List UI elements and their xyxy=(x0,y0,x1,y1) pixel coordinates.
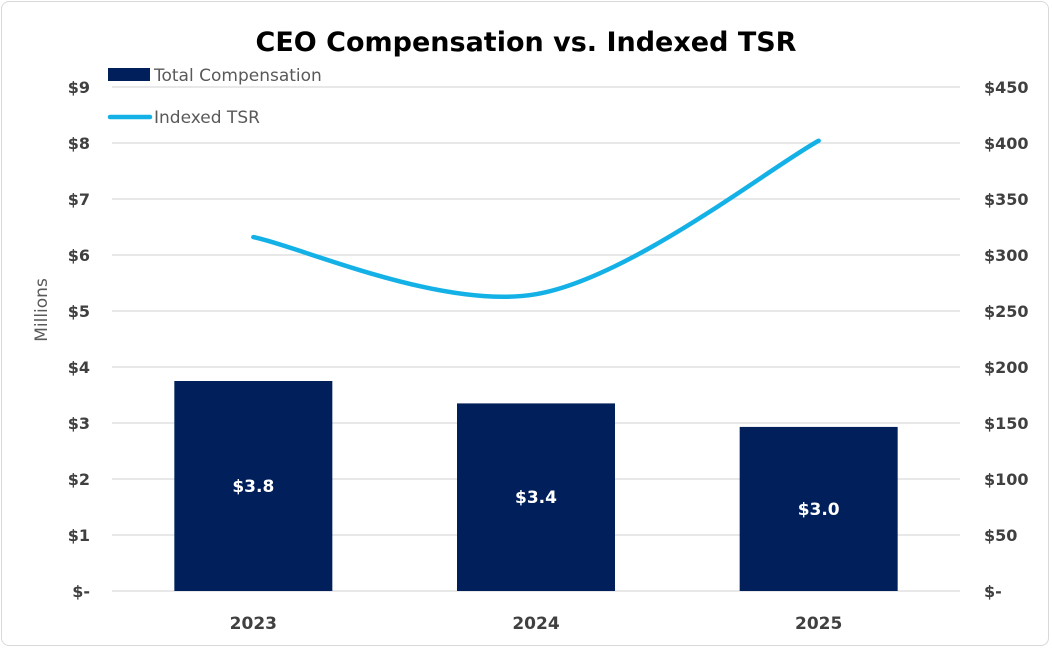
y-tick-label: $4 xyxy=(68,358,90,377)
y-tick-label: $7 xyxy=(68,190,90,209)
y2-tick-label: $100 xyxy=(984,470,1029,489)
bar xyxy=(457,403,615,591)
x-tick-label: 2024 xyxy=(512,614,559,634)
y-tick-label: $5 xyxy=(68,302,90,321)
x-tick-label: 2023 xyxy=(230,614,277,634)
x-axis-ticks: 2023 2024 2025 xyxy=(230,614,843,634)
chart-title: CEO Compensation vs. Indexed TSR xyxy=(256,27,797,58)
y-tick-label: $9 xyxy=(68,78,90,97)
legend-label-indexed-tsr: Indexed TSR xyxy=(154,108,260,128)
y2-tick-label: $150 xyxy=(984,414,1029,433)
right-axis-ticks: $- $50 $100 $150 $200 $250 $300 $350 $400 $450 xyxy=(984,78,1029,601)
bars xyxy=(174,381,898,591)
indexed-tsr-line xyxy=(251,138,821,300)
y-axis-label: Millions xyxy=(32,278,52,342)
legend-label-total-compensation: Total Compensation xyxy=(153,66,322,86)
y2-tick-label: $- xyxy=(984,582,1002,601)
y2-tick-label: $300 xyxy=(984,246,1029,265)
bar xyxy=(174,381,333,591)
left-axis-ticks: $- $1 $2 $3 $4 $5 $6 $7 $8 $9 xyxy=(68,78,90,601)
y-tick-label: $8 xyxy=(68,134,90,153)
legend-swatch-total-compensation xyxy=(108,68,150,81)
y2-tick-label: $250 xyxy=(984,302,1029,321)
x-tick-label: 2025 xyxy=(795,614,842,634)
y2-tick-label: $350 xyxy=(984,190,1029,209)
bar-data-label: $3.0 xyxy=(798,500,840,520)
y2-tick-label: $50 xyxy=(984,526,1017,545)
y-tick-label: $- xyxy=(72,582,90,601)
y2-tick-label: $450 xyxy=(984,78,1029,97)
bar-data-label: $3.8 xyxy=(232,477,274,497)
legend: Total Compensation Indexed TSR xyxy=(107,66,322,128)
y-tick-label: $2 xyxy=(68,470,90,489)
y-tick-label: $6 xyxy=(68,246,90,265)
bar xyxy=(739,426,898,591)
y-tick-label: $3 xyxy=(68,414,90,433)
y2-tick-label: $400 xyxy=(984,134,1029,153)
y2-tick-label: $200 xyxy=(984,358,1029,377)
bar-data-label: $3.4 xyxy=(515,488,557,508)
y-tick-label: $1 xyxy=(68,526,90,545)
bar-data-labels: $3.8 $3.4 $3.0 xyxy=(232,477,839,520)
